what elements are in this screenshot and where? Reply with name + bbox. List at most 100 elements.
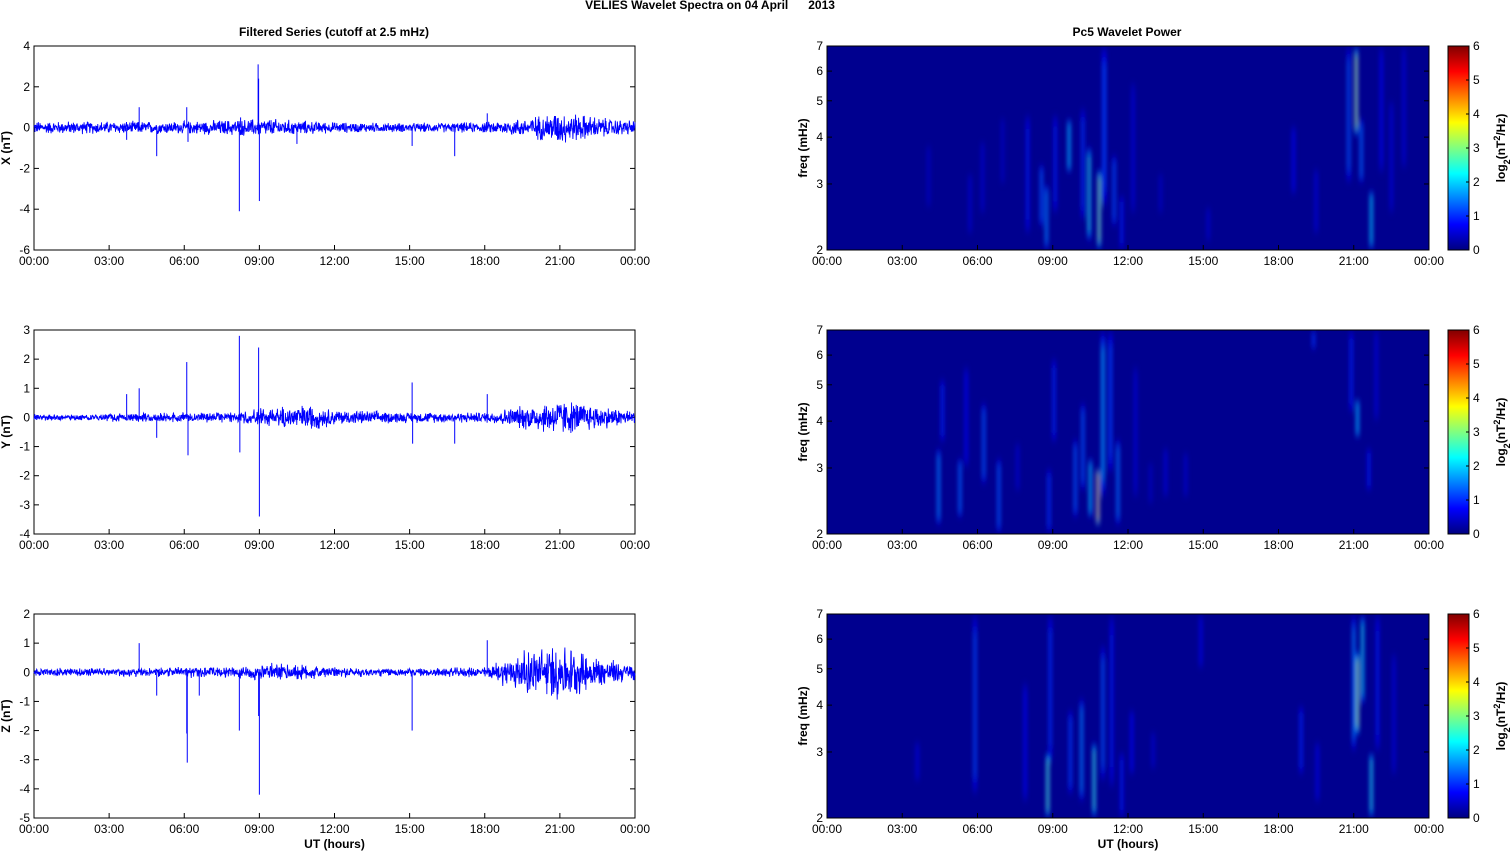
colorbar-tick-label: 5 — [1473, 641, 1480, 655]
spectrogram-background — [827, 46, 1429, 250]
colorbar-tick-label: 6 — [1473, 39, 1480, 53]
power-patch — [1111, 634, 1113, 768]
power-patch — [1350, 339, 1352, 404]
power-patch — [1053, 368, 1055, 433]
colorbar-tick-label: 3 — [1473, 709, 1480, 723]
x-tick-label: 18:00 — [470, 822, 500, 836]
y-tick-label: 7 — [816, 607, 823, 621]
power-patch — [1403, 60, 1405, 154]
power-patch — [1049, 631, 1051, 746]
power-patch — [1370, 759, 1372, 811]
power-patch — [1017, 448, 1019, 486]
y-tick-label: 4 — [816, 414, 823, 428]
power-patch — [1353, 630, 1355, 736]
x-tick-label: 15:00 — [1188, 254, 1218, 268]
y-tick-label: 0 — [23, 665, 30, 679]
power-patch — [1160, 178, 1161, 209]
colorbar-tick-label: 6 — [1473, 323, 1480, 337]
y-tick-label: 4 — [816, 130, 823, 144]
power-patch — [1121, 201, 1123, 244]
y-axis-label: Z (nT) — [0, 699, 13, 732]
x-tick-label: 00:00 — [812, 538, 842, 552]
spectrogram-background — [827, 330, 1429, 534]
power-patch — [938, 457, 939, 517]
x-tick-label: 18:00 — [470, 254, 500, 268]
y-tick-label: -6 — [19, 243, 30, 257]
power-patch — [1370, 196, 1372, 243]
y-tick-label: 3 — [816, 177, 823, 191]
power-patch — [1135, 382, 1136, 482]
x-tick-label: 15:00 — [1188, 822, 1218, 836]
power-patch — [1362, 624, 1363, 695]
power-patch — [916, 746, 918, 777]
power-patch — [1098, 178, 1100, 241]
x-tick-label: 15:00 — [395, 538, 425, 552]
spectrogram — [937, 330, 1378, 534]
x-tick-label: 21:00 — [1339, 822, 1369, 836]
x-tick-label: 00:00 — [19, 822, 49, 836]
y-axis-label: freq (mHz) — [796, 402, 810, 461]
y-tick-label: 7 — [816, 39, 823, 53]
power-patch — [1082, 412, 1084, 481]
x-tick-label: 00:00 — [812, 822, 842, 836]
x-tick-label: 12:00 — [319, 538, 349, 552]
x-tick-label: 15:00 — [1188, 538, 1218, 552]
x-tick-label: 03:00 — [94, 254, 124, 268]
power-patch — [1317, 748, 1318, 796]
y-tick-label: -2 — [19, 724, 30, 738]
x-axis-label: UT (hours) — [304, 837, 365, 851]
power-patch — [1069, 719, 1071, 785]
series-axes-box — [33, 613, 636, 819]
power-patch — [942, 386, 943, 436]
power-patch — [1054, 126, 1056, 202]
y-tick-label: 3 — [816, 745, 823, 759]
x-tick-label: 18:00 — [1263, 822, 1293, 836]
x-tick-label: 00:00 — [1414, 822, 1444, 836]
power-patch — [1102, 661, 1104, 766]
y-tick-label: 4 — [23, 39, 30, 53]
colorbar-tick-label: 2 — [1473, 459, 1480, 473]
x-tick-label: 09:00 — [1038, 822, 1068, 836]
y-tick-label: 1 — [23, 381, 30, 395]
power-patch — [1380, 61, 1382, 159]
x-tick-label: 12:00 — [1113, 822, 1143, 836]
x-tick-label: 06:00 — [169, 254, 199, 268]
x-tick-label: 00:00 — [620, 822, 650, 836]
power-patch — [1046, 191, 1047, 243]
y-tick-label: 6 — [816, 632, 823, 646]
series-line — [33, 647, 636, 700]
power-patch — [983, 411, 985, 476]
y-tick-label: 4 — [816, 698, 823, 712]
power-patch — [1081, 709, 1082, 790]
x-axis-label: UT (hours) — [1098, 837, 1159, 851]
y-tick-label: 5 — [816, 94, 823, 108]
y-tick-label: -3 — [19, 498, 30, 512]
x-tick-label: 18:00 — [1263, 538, 1293, 552]
y-tick-label: 2 — [816, 243, 823, 257]
x-tick-label: 21:00 — [1339, 254, 1369, 268]
x-tick-label: 21:00 — [545, 822, 575, 836]
y-tick-label: -2 — [19, 469, 30, 483]
colorbar-tick-label: 5 — [1473, 357, 1480, 371]
power-patch — [1368, 452, 1370, 487]
power-patch — [1103, 65, 1105, 188]
colorbar-tick-label: 1 — [1473, 493, 1480, 507]
y-tick-label: 3 — [816, 461, 823, 475]
colorbar-tick-label: 0 — [1473, 811, 1480, 825]
left-column-title: Filtered Series (cutoff at 2.5 mHz) — [239, 25, 429, 39]
power-patch — [1002, 125, 1003, 177]
x-tick-label: 12:00 — [319, 254, 349, 268]
x-tick-label: 09:00 — [244, 254, 274, 268]
power-patch — [1357, 660, 1358, 727]
power-patch — [1293, 133, 1294, 187]
y-tick-label: 6 — [816, 64, 823, 78]
y-tick-label: 6 — [816, 348, 823, 362]
y-axis-label: freq (mHz) — [796, 686, 810, 745]
y-tick-label: 1 — [23, 636, 30, 650]
y-tick-label: -5 — [19, 811, 30, 825]
power-patch — [1300, 713, 1302, 767]
x-tick-label: 09:00 — [1038, 254, 1068, 268]
colorbar-tick-label: 2 — [1473, 743, 1480, 757]
colorbar-tick-label: 1 — [1473, 777, 1480, 791]
colorbar-tick-label: 0 — [1473, 527, 1480, 541]
